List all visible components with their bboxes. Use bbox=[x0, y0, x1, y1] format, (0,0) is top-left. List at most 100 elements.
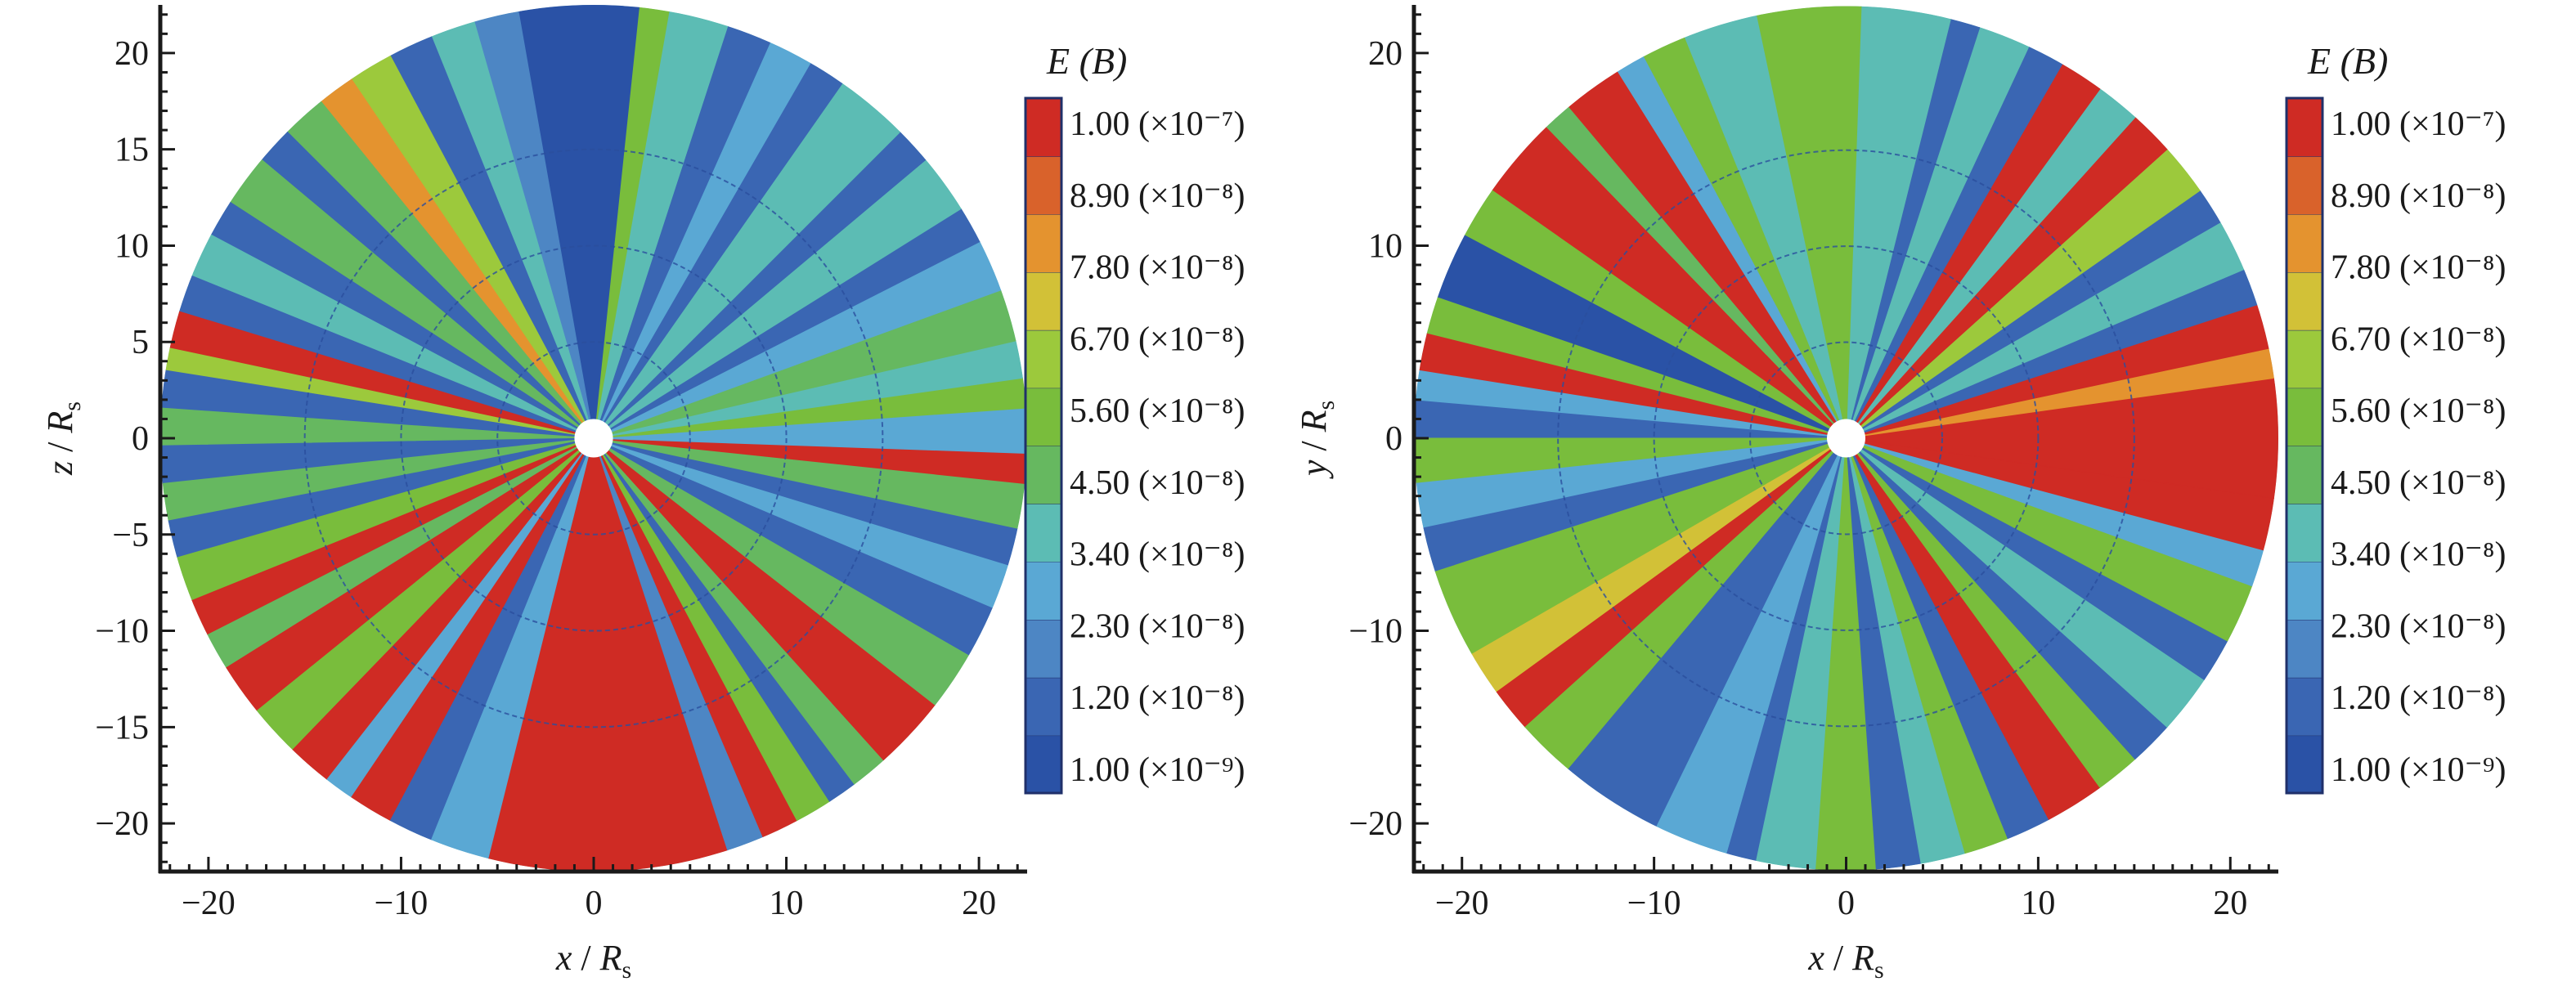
energy-sector bbox=[160, 437, 595, 565]
energy-sector bbox=[482, 437, 735, 872]
x-tick-label: 20 bbox=[962, 885, 996, 922]
colorbar-swatch bbox=[2287, 446, 2322, 504]
x-axis-label: x / Rs bbox=[555, 938, 631, 984]
axis-label-var: x bbox=[1807, 938, 1824, 978]
colorbar-label: 1.00 (×10⁻⁹) bbox=[2331, 751, 2506, 789]
colorbar-label: 6.70 (×10⁻⁸) bbox=[2331, 320, 2506, 358]
colorbar-label: 3.40 (×10⁻⁸) bbox=[1070, 536, 1245, 574]
colorbar-label: 7.80 (×10⁻⁸) bbox=[1070, 249, 1245, 287]
colorbar-frame bbox=[1024, 96, 1063, 795]
colorbar-title: E (B) bbox=[1046, 40, 1127, 82]
ring-line bbox=[496, 341, 691, 536]
colorbar-label: 1.00 (×10⁻⁷) bbox=[1070, 105, 1245, 143]
y-axis-label: z / Rs bbox=[40, 401, 86, 476]
colorbar-swatch bbox=[2287, 98, 2322, 157]
energy-sector bbox=[593, 437, 1027, 572]
x-tick-label: −20 bbox=[1435, 885, 1489, 922]
colorbar-label: 4.50 (×10⁻⁸) bbox=[2331, 464, 2506, 502]
energy-sector bbox=[1846, 437, 2278, 557]
y-tick-label: 20 bbox=[114, 35, 149, 73]
colorbar-swatch bbox=[2287, 503, 2322, 562]
y-tick-label: 5 bbox=[132, 324, 149, 361]
energy-sector bbox=[1720, 437, 1847, 871]
colorbar-swatch bbox=[2287, 329, 2322, 388]
colorbar-label: 8.90 (×10⁻⁸) bbox=[2331, 177, 2506, 215]
colorbar-swatch bbox=[2287, 735, 2322, 794]
energy-sector bbox=[160, 343, 595, 439]
energy-sector bbox=[160, 406, 595, 447]
x-tick-label: 20 bbox=[2213, 885, 2247, 922]
colorbar-label: 3.40 (×10⁻⁸) bbox=[2331, 536, 2506, 574]
axis-label-subscript: s bbox=[1874, 957, 1884, 984]
x-tick-label: −10 bbox=[375, 885, 429, 922]
y-tick-label: 15 bbox=[114, 132, 149, 169]
colorbar-swatch bbox=[2287, 561, 2322, 620]
colorbar-swatch bbox=[1025, 503, 1061, 562]
axis-label-unit: R bbox=[1851, 938, 1874, 978]
axis-label-sep: / bbox=[40, 433, 80, 461]
ring-line bbox=[303, 148, 884, 728]
axis-label-sep: / bbox=[1824, 938, 1852, 978]
colorbar-label: 6.70 (×10⁻⁸) bbox=[1070, 320, 1245, 358]
colorbar-label: 1.00 (×10⁻⁷) bbox=[2331, 105, 2506, 143]
energy-sector bbox=[1414, 328, 1847, 439]
y-axis-label: y / Rs bbox=[1294, 401, 1340, 479]
colorbar-frame bbox=[2285, 96, 2324, 795]
energy-sector bbox=[1751, 437, 1847, 871]
axis-label-unit: R bbox=[599, 938, 622, 978]
x-tick-label: −20 bbox=[182, 885, 236, 922]
axis-label-var: y bbox=[1294, 459, 1334, 479]
x-tick-label: 10 bbox=[2021, 885, 2055, 922]
y-tick-label: −10 bbox=[1349, 613, 1402, 651]
y-tick-label: 0 bbox=[1385, 420, 1402, 458]
colorbar-swatch bbox=[1025, 271, 1061, 330]
colorbar-swatch bbox=[1025, 98, 1061, 157]
energy-sector bbox=[467, 5, 595, 439]
y-tick-label: 20 bbox=[1368, 35, 1402, 73]
axis-label-var: z bbox=[40, 461, 80, 476]
energy-disk bbox=[1414, 6, 2278, 871]
central-hole bbox=[1827, 419, 1865, 458]
colorbar-swatch bbox=[1025, 735, 1061, 794]
y-tick-label: −15 bbox=[95, 709, 149, 746]
colorbar-label: 1.20 (×10⁻⁸) bbox=[1070, 679, 1245, 717]
energy-sector bbox=[1846, 437, 2278, 502]
colorbar-swatch bbox=[1025, 446, 1061, 504]
y-tick-label: −10 bbox=[95, 613, 149, 651]
y-tick-label: −20 bbox=[1349, 805, 1402, 843]
colorbar-label: 1.20 (×10⁻⁸) bbox=[2331, 679, 2506, 717]
axis-label-unit: R bbox=[1294, 410, 1334, 433]
energy-sector bbox=[593, 437, 1027, 455]
energy-sector bbox=[1751, 6, 1863, 439]
colorbar-label: 2.30 (×10⁻⁸) bbox=[2331, 607, 2506, 645]
colorbar-label: 2.30 (×10⁻⁸) bbox=[1070, 607, 1245, 645]
colorbar-swatch bbox=[2287, 677, 2322, 736]
axis-label-unit: R bbox=[40, 411, 80, 434]
colorbar-swatch bbox=[1025, 155, 1061, 215]
energy-disk bbox=[160, 5, 1027, 872]
colorbar-label: 7.80 (×10⁻⁸) bbox=[2331, 249, 2506, 287]
axis-label-sep: / bbox=[1294, 432, 1334, 459]
colorbar-swatch bbox=[1025, 561, 1061, 620]
ring-line bbox=[1557, 149, 2135, 728]
colorbar: E (B) 1.00 (×10⁻⁷) 8.90 (×10⁻⁸) 7.80 (×10⁻⁸… bbox=[1024, 40, 1245, 795]
axis-label-sep: / bbox=[572, 938, 599, 978]
colorbar-label: 8.90 (×10⁻⁸) bbox=[1070, 177, 1245, 215]
axis-label-var: x bbox=[555, 938, 572, 978]
colorbar-swatch bbox=[2287, 271, 2322, 330]
energy-sector bbox=[160, 304, 595, 439]
x-tick-label: 0 bbox=[1838, 885, 1855, 922]
colorbar-swatch bbox=[1025, 388, 1061, 446]
colorbar-swatch bbox=[2287, 619, 2322, 678]
energy-sector bbox=[1846, 437, 1972, 871]
colorbar-label: 4.50 (×10⁻⁸) bbox=[1070, 464, 1245, 502]
colorbar-swatch bbox=[2287, 155, 2322, 215]
colorbar-swatch bbox=[2287, 388, 2322, 446]
energy-sector bbox=[514, 5, 642, 439]
central-hole bbox=[574, 419, 613, 458]
y-tick-label: −20 bbox=[95, 805, 149, 843]
energy-sector bbox=[593, 437, 1027, 486]
energy-sector bbox=[160, 366, 595, 439]
